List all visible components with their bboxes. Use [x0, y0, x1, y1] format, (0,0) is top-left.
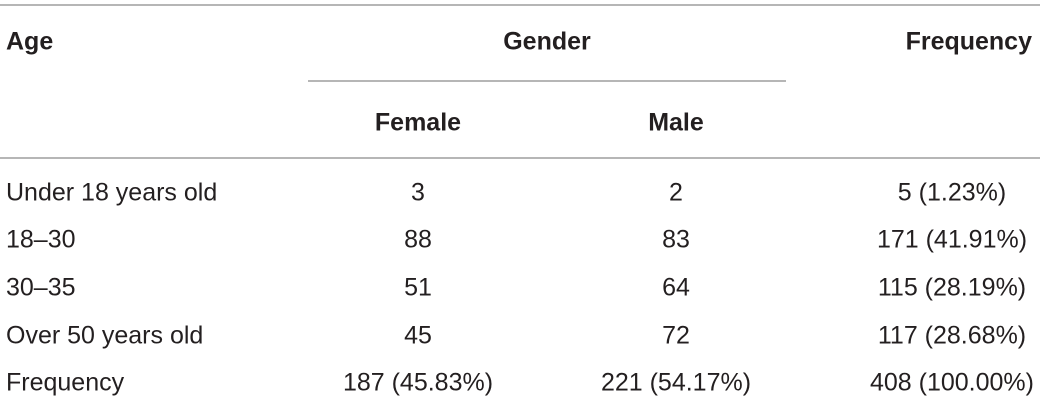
- table-cell: Under 18 years old: [6, 179, 217, 207]
- table-cell: 30–35: [6, 274, 76, 302]
- table-cell: Over 50 years old: [6, 322, 203, 350]
- table-cell: 117 (28.68%): [878, 322, 1026, 350]
- table-cell: 221 (54.17%): [601, 369, 751, 397]
- table-cell: Frequency: [6, 369, 125, 397]
- table-cell: 408 (100.00%): [870, 369, 1034, 397]
- table-cell: 171 (41.91%): [877, 226, 1027, 254]
- table-cell: 51: [404, 274, 432, 302]
- table-cell: 5 (1.23%): [898, 179, 1006, 207]
- table-cell: 88: [404, 226, 432, 254]
- table-cell: 18–30: [6, 226, 76, 254]
- header-cell: Age: [6, 28, 53, 56]
- table-cell: 187 (45.83%): [343, 369, 493, 397]
- table-cell: 45: [404, 322, 432, 350]
- header-cell: Frequency: [906, 28, 1033, 56]
- table-cell: 2: [669, 179, 683, 207]
- table-cell: 64: [662, 274, 690, 302]
- subheader-cell: Female: [375, 109, 461, 137]
- table-cell: 72: [662, 322, 690, 350]
- table-cell: 3: [411, 179, 425, 207]
- subheader-cell: Male: [648, 109, 704, 137]
- table-cell: 115 (28.19%): [878, 274, 1026, 302]
- table-cell: 83: [662, 226, 690, 254]
- header-cell: Gender: [503, 28, 591, 56]
